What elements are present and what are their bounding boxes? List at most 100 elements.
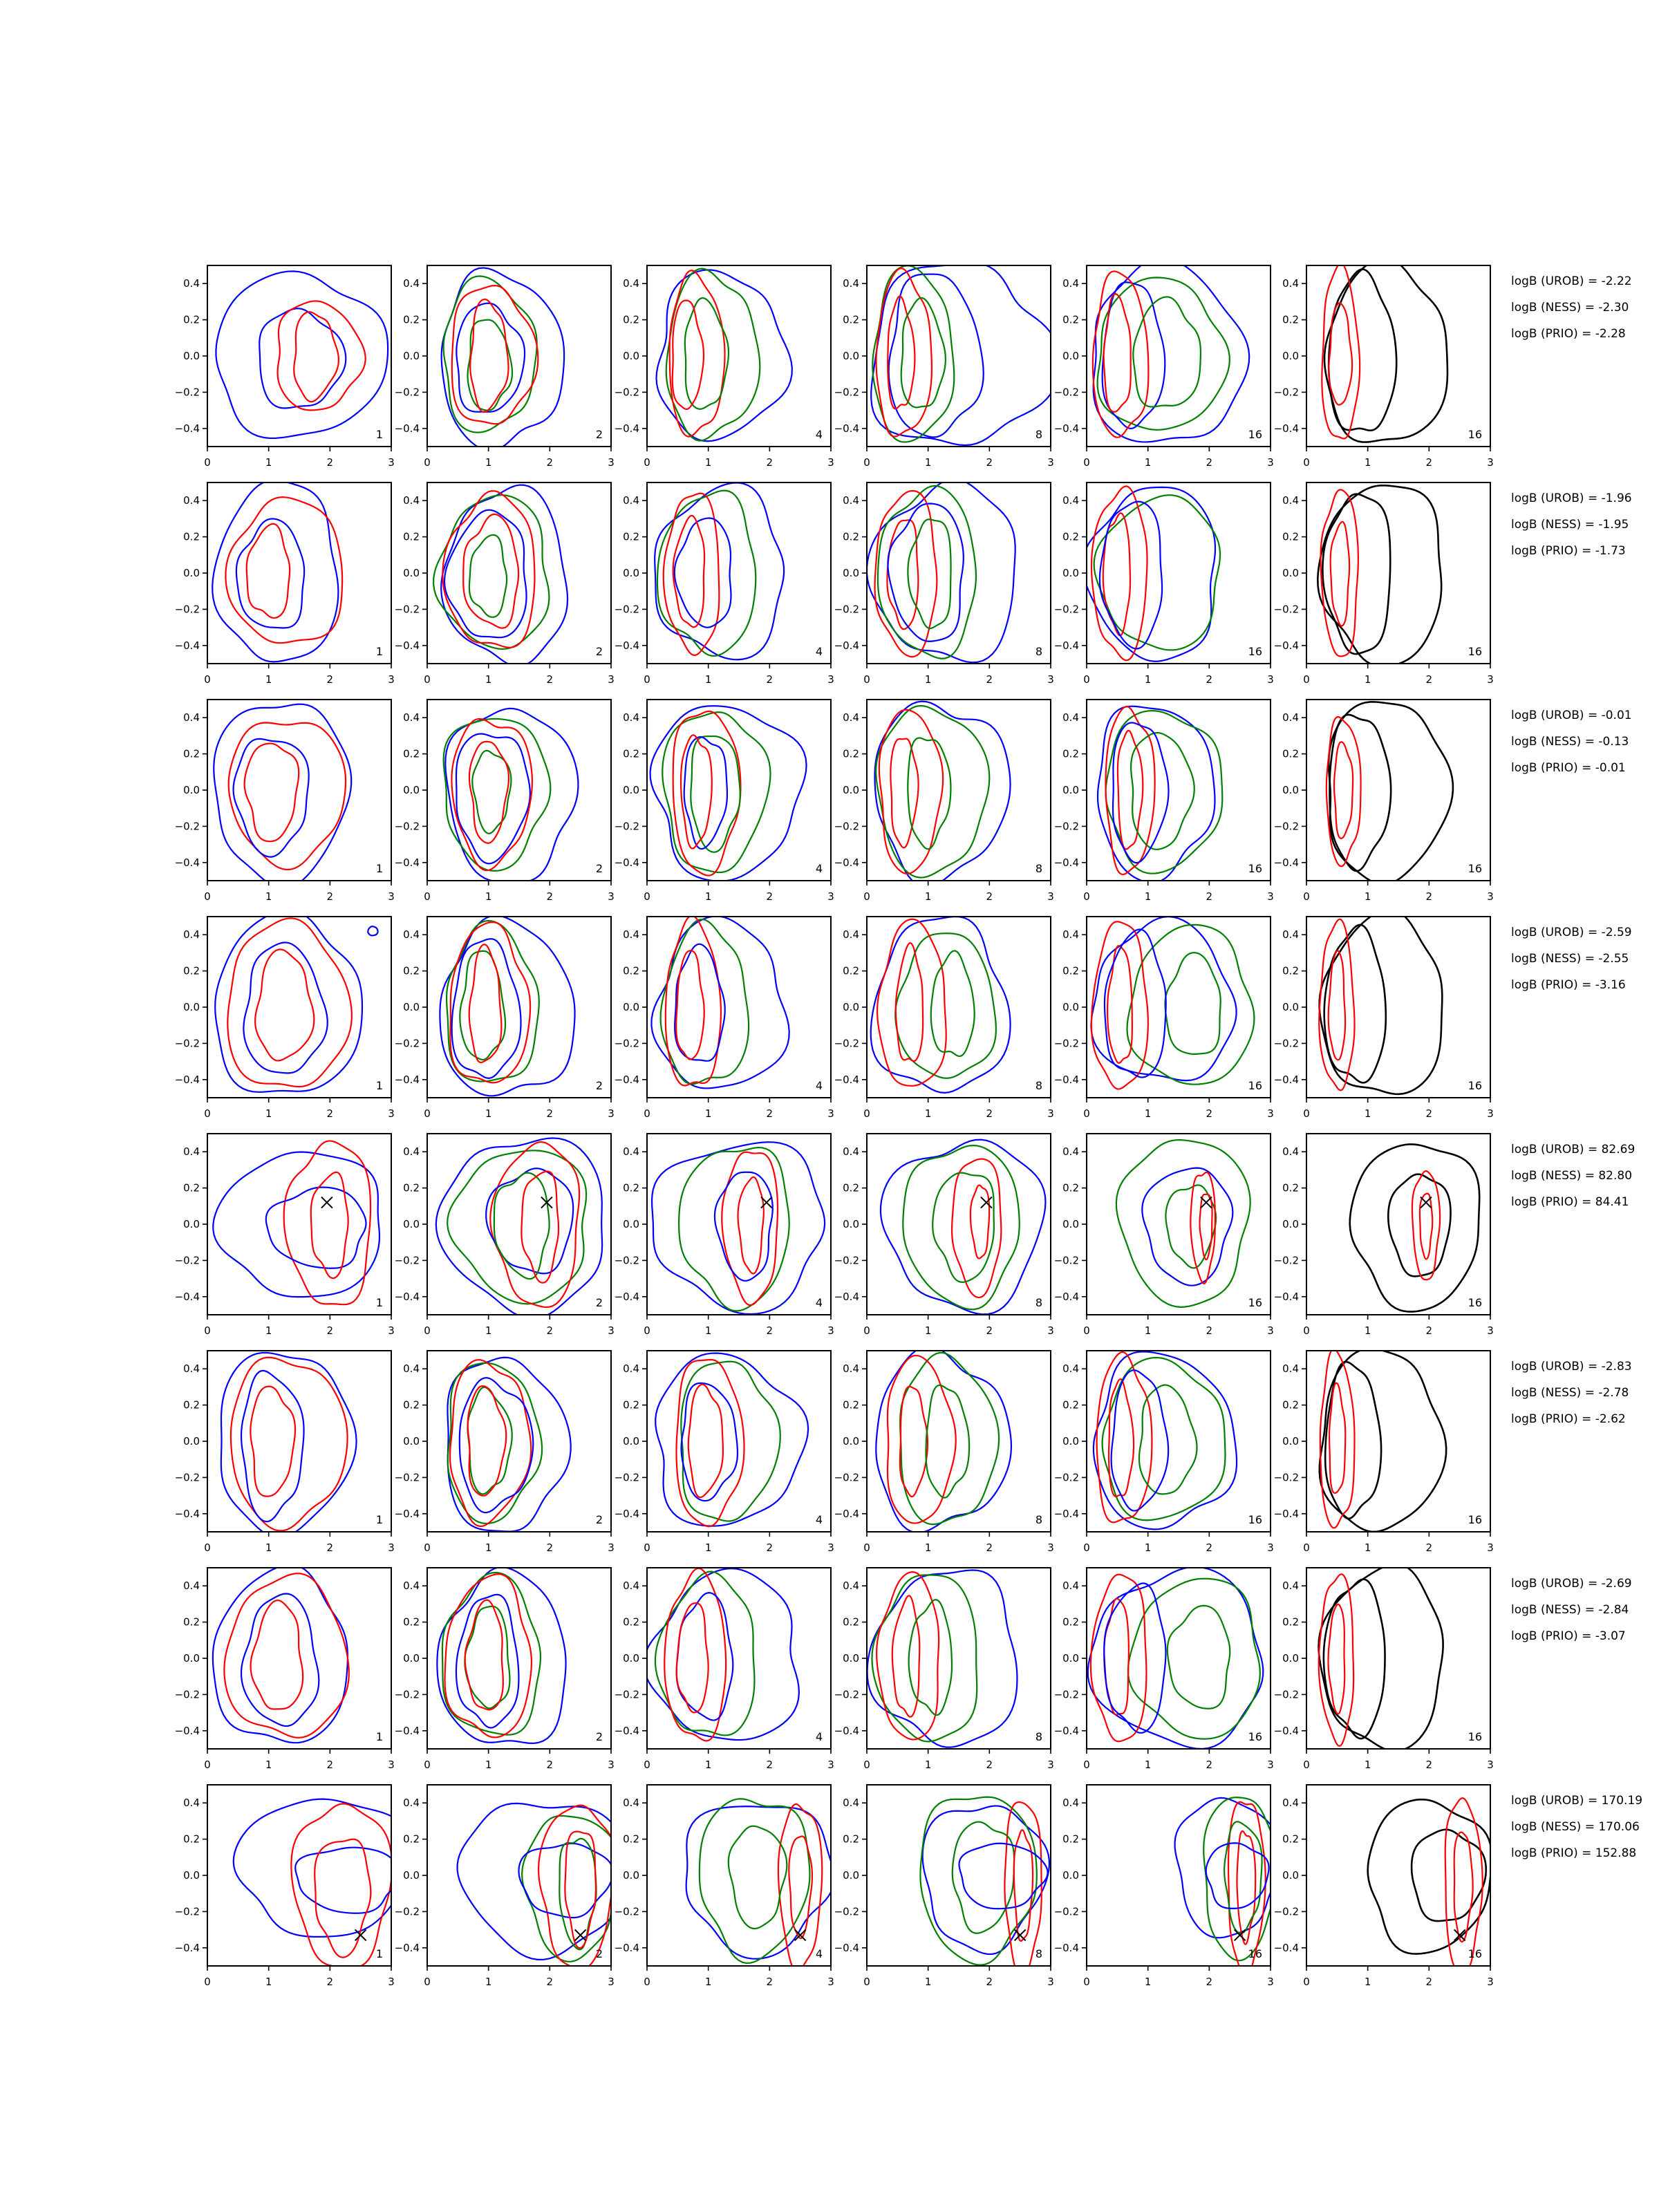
panel-frame — [427, 699, 612, 881]
x-tick-label: 2 — [1206, 1324, 1213, 1337]
subplot-panel: 0 1 2 3 −0.4 −0.2 0.0 0.2 0.4 16 — [1054, 1784, 1274, 1988]
logb-annotation: logB (UROB) = 170.19 — [1511, 1794, 1642, 1808]
y-tick-label: −0.2 — [395, 1905, 420, 1918]
contour-red — [1236, 1830, 1257, 1945]
contour-green — [894, 932, 997, 1079]
contour-group — [1318, 917, 1443, 1096]
contour-group — [1316, 484, 1443, 664]
contour-blue — [1098, 500, 1163, 650]
x-tick-label: 3 — [1487, 1541, 1494, 1554]
y-tick-label: 0.4 — [1282, 1797, 1299, 1809]
x-tick-label: 1 — [485, 1324, 492, 1337]
x-tick-label: 1 — [925, 673, 932, 686]
x-tick-label: 3 — [388, 1107, 395, 1120]
contour-red — [891, 1595, 921, 1718]
logb-annotation: logB (UROB) = -1.96 — [1511, 491, 1632, 505]
contour-green — [441, 1571, 542, 1736]
y-tick-label: 0.0 — [623, 784, 639, 796]
contour-group — [649, 705, 807, 881]
panel-label: 16 — [1468, 1513, 1482, 1526]
x-tick-label: 2 — [1206, 673, 1213, 686]
contour-group — [440, 267, 565, 447]
y-tick-label: −0.4 — [615, 1291, 639, 1303]
y-tick-label: 0.4 — [1062, 1145, 1079, 1158]
contour-blue — [870, 265, 1051, 447]
x-tick-label: 1 — [265, 890, 272, 903]
x-tick-label: 2 — [1426, 1324, 1433, 1337]
contour-blue — [436, 1568, 567, 1745]
contour-red — [521, 1170, 560, 1284]
panel-label: 4 — [816, 862, 823, 875]
contour-green — [690, 735, 741, 853]
subplot-panel: 0 1 2 3 −0.4 −0.2 0.0 0.2 0.4 16 — [1274, 482, 1494, 686]
x-tick-label: 1 — [1145, 456, 1152, 469]
y-tick-label: 0.4 — [1062, 494, 1079, 507]
y-tick-label: 0.2 — [1282, 314, 1299, 326]
y-tick-label: −0.4 — [615, 1725, 639, 1737]
contour-group — [919, 1796, 1051, 1966]
contour-red — [444, 1573, 533, 1738]
contour-blue — [673, 517, 732, 628]
contour-red — [245, 523, 291, 619]
y-tick-label: 0.0 — [623, 1869, 639, 1882]
y-tick-label: 0.0 — [183, 350, 200, 362]
y-tick-label: 0.4 — [843, 1580, 859, 1592]
subplot-panel: 0 1 2 3 −0.4 −0.2 0.0 0.2 0.4 2 — [395, 699, 615, 903]
x-tick-label: 3 — [608, 1541, 615, 1554]
contour-blue — [654, 482, 785, 661]
contour-red — [243, 742, 300, 843]
x-tick-label: 2 — [986, 1541, 993, 1554]
panel-label: 4 — [816, 645, 823, 658]
y-tick-label: −0.2 — [1054, 820, 1079, 832]
contour-group — [650, 917, 790, 1089]
contour-group — [456, 1802, 611, 1966]
y-tick-label: 0.2 — [183, 965, 200, 977]
x-tick-label: 0 — [644, 456, 650, 469]
contour-red — [1091, 270, 1150, 438]
y-tick-label: 0.4 — [1282, 1145, 1299, 1158]
contour-red — [886, 1354, 957, 1524]
y-tick-label: 0.0 — [183, 1435, 200, 1447]
y-tick-label: 0.2 — [1062, 748, 1079, 760]
y-tick-label: −0.2 — [1054, 1688, 1079, 1700]
contour-green — [1096, 276, 1230, 431]
y-tick-label: −0.4 — [395, 639, 420, 652]
x-tick-label: 3 — [608, 1107, 615, 1120]
y-tick-label: 0.0 — [1282, 1869, 1299, 1882]
contour-blue — [367, 926, 379, 937]
x-tick-label: 0 — [863, 1324, 870, 1337]
contour-green — [665, 268, 761, 442]
panel-label: 8 — [1035, 1296, 1042, 1309]
contour-red — [675, 1602, 709, 1714]
x-tick-label: 1 — [705, 890, 712, 903]
subplot-panel: 0 1 2 3 −0.4 −0.2 0.0 0.2 0.4 4 — [615, 265, 834, 469]
x-tick-label: 2 — [1206, 1541, 1213, 1554]
y-tick-label: 0.2 — [843, 1833, 859, 1846]
subplot-panel: 0 1 2 3 −0.4 −0.2 0.0 0.2 0.4 16 — [1054, 265, 1274, 469]
subplot-panel: 0 1 2 3 −0.4 −0.2 0.0 0.2 0.4 4 — [615, 1350, 834, 1554]
contour-red — [1444, 1797, 1483, 1966]
y-tick-label: 0.4 — [183, 1797, 200, 1809]
contour-red — [290, 1803, 391, 1966]
y-tick-label: 0.0 — [403, 1869, 420, 1882]
contour-green — [930, 950, 975, 1058]
logb-annotation: logB (UROB) = -2.59 — [1511, 926, 1632, 939]
y-tick-label: −0.4 — [834, 1291, 859, 1303]
x-tick-label: 1 — [925, 1976, 932, 1988]
contour-red — [950, 1158, 1002, 1299]
y-tick-label: −0.2 — [615, 1688, 639, 1700]
panel-label: 16 — [1468, 1296, 1482, 1309]
y-tick-label: 0.4 — [1282, 1580, 1299, 1592]
subplot-panel: 0 1 2 3 −0.4 −0.2 0.0 0.2 0.4 2 — [395, 1133, 615, 1337]
contour-blue — [243, 941, 328, 1074]
x-tick-label: 2 — [767, 1976, 774, 1988]
x-tick-label: 0 — [424, 673, 431, 686]
panel-label: 16 — [1248, 862, 1262, 875]
y-tick-label: 0.0 — [183, 1869, 200, 1882]
y-tick-label: 0.2 — [183, 1833, 200, 1846]
contour-green — [521, 1815, 611, 1962]
contour-green — [654, 1571, 756, 1736]
contour-green — [1165, 1184, 1217, 1269]
panel-label: 4 — [816, 1296, 823, 1309]
y-tick-label: −0.2 — [395, 603, 420, 615]
